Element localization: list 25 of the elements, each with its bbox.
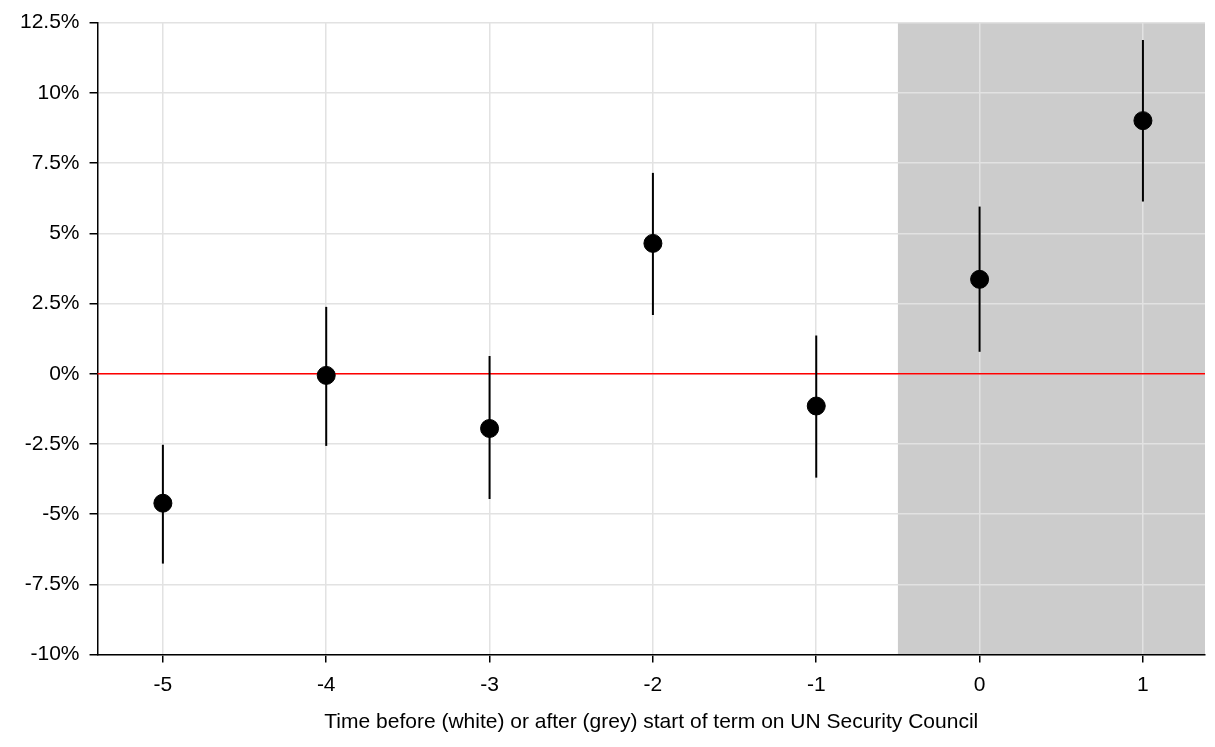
y-tick-label: -5% [42, 500, 80, 524]
y-tick-label: 12.5% [20, 9, 80, 33]
point [316, 365, 336, 385]
y-tick-label: -7.5% [24, 571, 80, 595]
point [480, 418, 500, 438]
x-tick-label: 1 [1137, 672, 1149, 695]
x-tick-label: -1 [806, 672, 826, 695]
point [806, 396, 826, 416]
y-tick-label: -10% [30, 641, 80, 665]
x-tick-label: -2 [643, 672, 663, 695]
y-tick-label: 2.5% [31, 290, 80, 314]
point [970, 269, 990, 289]
x-tick-label: 0 [973, 672, 986, 695]
x-tick-label: -3 [480, 672, 499, 695]
y-tick-label: 0% [49, 360, 80, 384]
y-tick-label: -2.5% [24, 430, 80, 454]
x-tick-label: -5 [153, 672, 173, 695]
point [643, 233, 663, 253]
point [1133, 111, 1153, 131]
x-tick-label: -4 [316, 672, 336, 695]
y-tick-label: 7.5% [31, 149, 80, 173]
y-tick-label: 10% [37, 79, 80, 103]
point [153, 493, 173, 513]
x-axis-title: Time before (white) or after (grey) start of term on UN Security Council [324, 709, 979, 733]
y-tick-label: 5% [49, 220, 80, 244]
